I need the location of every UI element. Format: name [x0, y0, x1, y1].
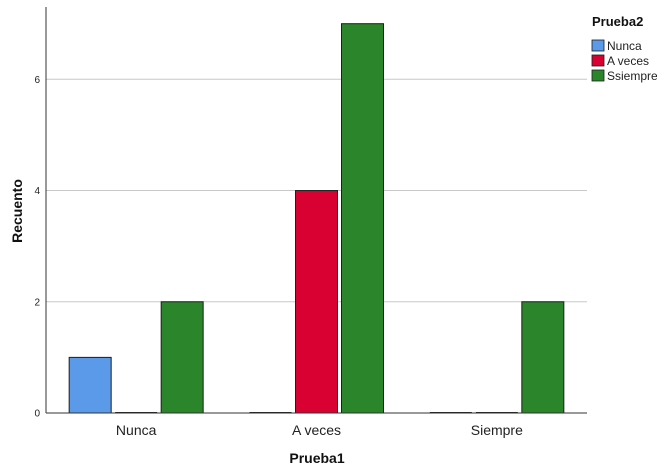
legend-title: Prueba2 [592, 14, 643, 29]
tick-labels: 0 2 4 6 Nunca A veces Siempre [34, 75, 523, 438]
bar-nunca-nunca [68, 356, 112, 414]
legend-swatch [591, 69, 605, 82]
y-axis-title: Recuento [9, 179, 25, 243]
legend-label: Ssiempre [607, 69, 657, 83]
bar-a-veces-a-veces [295, 190, 338, 414]
legend-swatch [591, 54, 605, 67]
x-tick-label: Siempre [471, 422, 523, 438]
bars [68, 23, 565, 414]
x-axis-title: Prueba1 [289, 450, 344, 466]
bar-ssiempre-nunca [160, 301, 204, 414]
legend-label: Nunca [607, 39, 642, 53]
x-tick-label: A veces [292, 422, 341, 438]
y-tick-label: 2 [34, 297, 40, 308]
y-tick-label: 0 [34, 409, 40, 420]
axes [45, 7, 587, 414]
legend-label: A veces [607, 54, 649, 68]
bar-ssiempre-a-veces [341, 23, 384, 414]
x-tick-label: Nunca [116, 422, 157, 438]
bar-ssiempre-siempre [521, 301, 565, 414]
y-tick-label: 6 [34, 75, 40, 86]
y-tick-label: 4 [34, 186, 40, 197]
legend-swatch [591, 39, 605, 52]
